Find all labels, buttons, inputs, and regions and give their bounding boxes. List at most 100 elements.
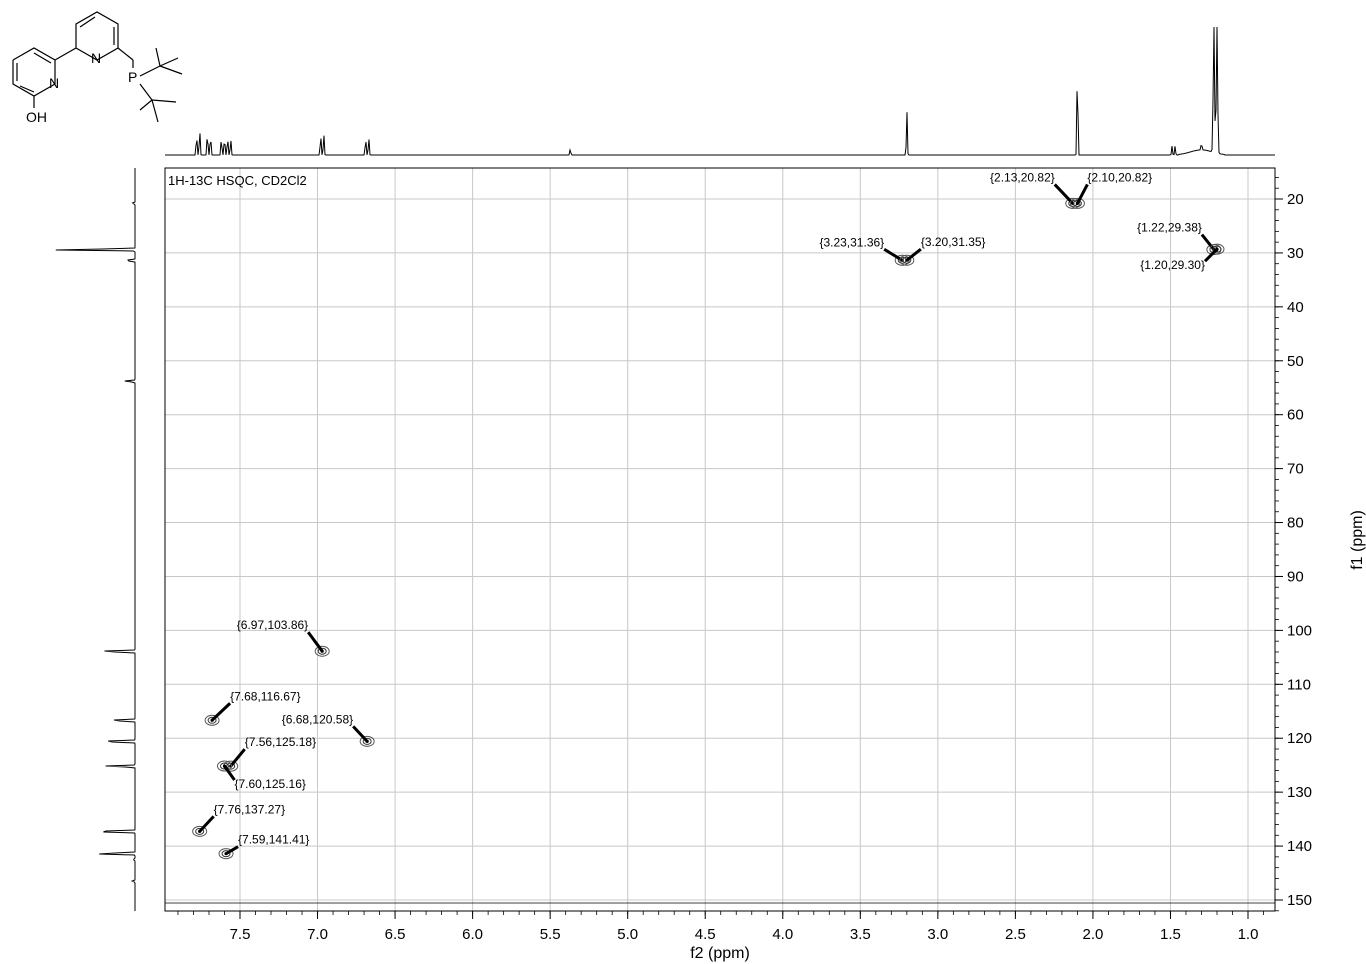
molecule-labels: N N P OH xyxy=(26,50,137,125)
peak-label: {7.56,125.18} xyxy=(245,735,316,749)
chart-title: 1H-13C HSQC, CD2Cl2 xyxy=(168,173,307,188)
carbon-projection-trace xyxy=(55,168,136,911)
peak: {7.60,125.16} xyxy=(216,760,306,791)
y-tick-label: 130 xyxy=(1287,784,1312,801)
peak-arrow xyxy=(198,815,215,833)
peak-contour-inner xyxy=(1212,245,1222,253)
peak: {1.20,29.30} xyxy=(1140,243,1225,272)
peak: {1.22,29.38} xyxy=(1137,221,1222,256)
peak-arrow xyxy=(1053,183,1074,205)
peak: {3.23,31.36} xyxy=(819,235,910,266)
peak: {6.97,103.86} xyxy=(237,618,330,657)
peak-arrow xyxy=(306,631,324,653)
grid-lines xyxy=(165,168,1275,911)
peak-label: {6.97,103.86} xyxy=(237,618,308,632)
peak-label: {7.59,141.41} xyxy=(238,833,309,847)
peak-label: {1.22,29.38} xyxy=(1137,221,1202,235)
peak-contour-inner xyxy=(221,850,231,858)
peak-label: {2.13,20.82} xyxy=(990,170,1055,184)
peak-arrow xyxy=(225,845,239,855)
peak-label: {7.68,116.67} xyxy=(230,689,301,703)
x-tick-label: 1.0 xyxy=(1238,926,1259,943)
peak-contour-inner xyxy=(317,647,327,655)
peak-contour-inner xyxy=(362,737,372,745)
peak-contour-inner xyxy=(902,256,912,264)
peak-contour xyxy=(359,735,375,747)
peak-arrow xyxy=(1203,248,1219,263)
x-tick-label: 3.0 xyxy=(927,926,948,943)
y-tick-label: 90 xyxy=(1287,568,1304,585)
peak-contour xyxy=(1209,243,1225,255)
y-tick-label: 80 xyxy=(1287,515,1304,532)
peak: {7.59,141.41} xyxy=(218,833,309,860)
atom-label: P xyxy=(128,69,137,85)
y-tick-label: 70 xyxy=(1287,461,1304,478)
peak-contour-inner xyxy=(207,716,217,724)
peak-arrow xyxy=(352,725,369,743)
y-tick-label: 60 xyxy=(1287,407,1304,424)
peak-label: {3.23,31.36} xyxy=(819,235,884,249)
molecule-structure xyxy=(12,11,183,123)
peak-contour xyxy=(204,714,220,726)
peak-contour xyxy=(899,254,915,266)
peak-label: {7.60,125.16} xyxy=(234,777,305,791)
peak-arrow xyxy=(229,748,246,768)
peak-contour xyxy=(218,848,234,860)
peak: {3.20,31.35} xyxy=(899,235,986,266)
proton-projection-trace xyxy=(165,26,1275,156)
peak-contour-inner xyxy=(195,827,205,835)
peak: {2.13,20.82} xyxy=(990,170,1081,209)
atom-label: N xyxy=(49,75,59,91)
x-tick-label: 5.5 xyxy=(540,926,561,943)
y-tick-label: 150 xyxy=(1287,892,1312,909)
y-tick-label: 120 xyxy=(1287,730,1312,747)
atom-label: OH xyxy=(26,109,47,125)
peak-label: {6.68,120.58} xyxy=(282,712,353,726)
peak-label: {1.20,29.30} xyxy=(1140,258,1205,272)
x-tick-label: 1.5 xyxy=(1160,926,1181,943)
y-axis-ticks: 20 30 40 50 60 70 80 90 100 110 120 130 140 150 xyxy=(1275,177,1312,912)
peak-contour xyxy=(314,645,330,657)
y-tick-label: 40 xyxy=(1287,299,1304,316)
x-axis-label: f2 (ppm) xyxy=(690,945,750,962)
peak-label: {3.20,31.35} xyxy=(921,235,986,249)
y-tick-label: 50 xyxy=(1287,353,1304,370)
peak: {7.68,116.67} xyxy=(204,689,301,726)
peak-contour xyxy=(1065,197,1081,209)
peak-group: {2.13,20.82} {2.10,20.82} {3.23,31.36} {3.2… xyxy=(192,170,1225,860)
x-tick-label: 7.0 xyxy=(307,926,328,943)
peak: {7.76,137.27} xyxy=(192,802,285,837)
y-tick-label: 30 xyxy=(1287,245,1304,262)
peak-arrow xyxy=(223,765,236,781)
x-tick-label: 2.0 xyxy=(1082,926,1103,943)
x-tick-label: 7.5 xyxy=(230,926,251,943)
peak-arrow xyxy=(1200,233,1216,251)
x-axis-ticks: 7.5 7.0 6.5 6.0 5.5 5.0 4.5 4.0 3.5 3.0 2.5 2.0 1.5 1… xyxy=(177,911,1264,943)
x-tick-label: 6.0 xyxy=(462,926,483,943)
y-axis-label: f1 (ppm) xyxy=(1349,510,1366,570)
y-tick-label: 140 xyxy=(1287,838,1312,855)
peak-label: {7.76,137.27} xyxy=(214,802,285,816)
x-tick-label: 3.5 xyxy=(850,926,871,943)
atom-label: N xyxy=(91,50,101,66)
x-tick-label: 5.0 xyxy=(617,926,638,943)
peak-arrow xyxy=(211,702,232,722)
peak-label: {2.10,20.82} xyxy=(1087,170,1152,184)
x-tick-label: 4.5 xyxy=(695,926,716,943)
y-tick-label: 20 xyxy=(1287,191,1304,208)
peak-contour-inner xyxy=(219,762,229,770)
peak-contour xyxy=(1069,197,1085,209)
peak-arrow xyxy=(905,248,922,262)
x-tick-label: 4.0 xyxy=(772,926,793,943)
peak-arrow xyxy=(1076,183,1089,205)
peak-contour xyxy=(216,760,232,772)
peak: {7.56,125.18} xyxy=(223,735,316,772)
plot-frame xyxy=(164,167,1276,912)
x-tick-label: 6.5 xyxy=(385,926,406,943)
peak-contour xyxy=(192,825,208,837)
peak: {6.68,120.58} xyxy=(282,712,375,747)
peak: {2.10,20.82} xyxy=(1069,170,1152,209)
x-tick-label: 2.5 xyxy=(1005,926,1026,943)
y-tick-label: 100 xyxy=(1287,622,1312,639)
